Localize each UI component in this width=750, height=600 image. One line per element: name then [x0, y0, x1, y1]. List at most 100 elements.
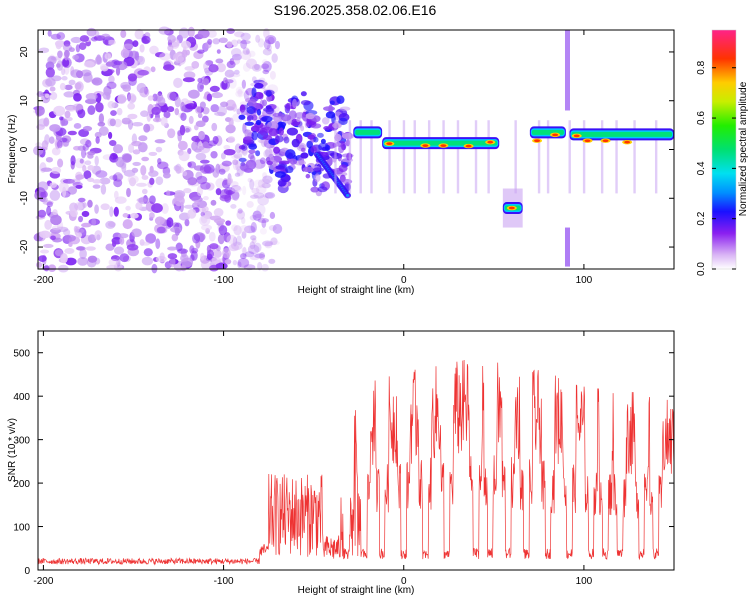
spectrogram-blob [147, 95, 154, 101]
spectrogram-blob [209, 85, 220, 93]
spectrogram-blob [318, 142, 329, 151]
spectrogram-blob [107, 39, 116, 45]
spectrogram-blob [73, 123, 82, 129]
spectrogram-blob [173, 77, 183, 89]
spectrogram-blob [255, 185, 267, 194]
x-tick-label: 0 [401, 576, 407, 587]
spectrogram-blob [98, 113, 105, 124]
spectrogram-blob [107, 101, 115, 109]
spectrogram-blob [231, 103, 238, 112]
spectrogram-xlabel: Height of straight line (km) [298, 285, 415, 296]
spectrogram-blob [184, 218, 190, 227]
spectrogram-blob [74, 82, 82, 90]
spectrogram-blob [94, 30, 100, 37]
spectrogram-blob [80, 69, 92, 77]
spectrogram-blob [207, 29, 217, 38]
spectrogram-blob [100, 65, 109, 72]
spectrogram-blob [53, 105, 66, 117]
snr-panel: -200 -100 0 100 0 100 200 300 400 500 Height of … [7, 330, 675, 596]
spectrogram-blob [39, 249, 50, 254]
spectrogram-blob [120, 48, 130, 59]
spectrogram-blob [242, 47, 250, 55]
spectrogram-blob [140, 241, 151, 246]
spectrogram-blob [160, 104, 169, 113]
x-tick-label: -100 [214, 576, 234, 587]
spectrogram-blob [141, 35, 151, 45]
spectrogram-blob [244, 121, 255, 126]
snr-x-ticks: -200 -100 0 100 [33, 331, 593, 587]
spectrogram-blob [227, 136, 236, 143]
spectrogram-blob [113, 178, 123, 188]
spectrogram-blob [47, 264, 57, 272]
spectrogram-blob [262, 172, 268, 179]
spectrogram-blob [121, 117, 131, 125]
spectrogram-blob [317, 186, 328, 193]
spectrogram-blob [242, 246, 247, 258]
spectrogram-blob [221, 160, 232, 167]
spectrogram-blob [97, 121, 106, 127]
spectrogram-blob [209, 264, 219, 272]
spectrogram-hotspot-core [465, 144, 472, 148]
spectrogram-blob [247, 98, 257, 109]
spectrogram-blob [244, 129, 253, 139]
spectrogram-blob [149, 177, 155, 186]
spectrogram-blob [149, 195, 156, 205]
spectrogram-streak [633, 120, 636, 194]
spectrogram-blob [65, 257, 77, 266]
spectrogram-blob [223, 77, 228, 84]
spectrogram-blob [56, 32, 66, 40]
spectrogram-blob [261, 218, 267, 229]
spectrogram-blob [99, 177, 111, 185]
spectrogram-blob [237, 88, 243, 97]
spectrogram-blob [209, 243, 219, 250]
spectrogram-blob [35, 142, 43, 147]
spectrogram-blob [128, 177, 137, 187]
spectrogram-blob [201, 224, 212, 231]
spectrogram-blob [47, 55, 57, 65]
spectrogram-blob [239, 163, 248, 171]
spectrogram-blob [226, 28, 235, 34]
spectrogram-blob [166, 106, 175, 113]
spectrogram-blob [216, 63, 226, 73]
spectrogram-blob [122, 84, 132, 92]
spectrogram-streak [600, 120, 604, 194]
spectrogram-hotspot-core [573, 134, 580, 138]
spectrogram-blob [259, 227, 267, 235]
spectrogram-blob [79, 248, 87, 260]
spectrogram-blob [122, 43, 134, 50]
spectrogram-blob [291, 138, 300, 148]
spectrogram-blob [145, 233, 157, 244]
spectrogram-blob [77, 145, 86, 151]
spectrogram-hotspot-core [534, 139, 541, 143]
spectrogram-blob [113, 206, 119, 217]
spectrogram-blob [219, 189, 231, 200]
spectrogram-blob [201, 115, 209, 123]
spectrogram-blob [45, 77, 56, 87]
spectrogram-blob [159, 52, 171, 61]
spectrogram-blob [202, 78, 210, 86]
spectrogram-streak [654, 120, 658, 194]
spectrogram-blob [70, 36, 82, 44]
spectrogram-blob [87, 177, 95, 183]
spectrogram-blob [231, 190, 240, 201]
spectrogram-blob [70, 178, 81, 185]
spectrogram-blob [113, 144, 124, 154]
spectrogram-blob [228, 73, 241, 78]
spectrogram-blob [64, 84, 73, 91]
spectrogram-blob [57, 158, 64, 168]
spectrogram-blob [141, 256, 154, 266]
spectrogram-blob [127, 102, 136, 110]
spectrogram-blob [87, 105, 96, 116]
spectrogram-blob [214, 218, 226, 224]
spectrogram-blob [157, 157, 162, 165]
spectrogram-blob [137, 142, 148, 153]
spectrogram-blob [112, 174, 118, 182]
spectrogram-blob [35, 261, 43, 268]
spectrogram-blob [200, 159, 210, 164]
spectrogram-blob [104, 53, 112, 60]
spectrogram-blob [246, 106, 256, 115]
spectrogram-blob [188, 115, 194, 125]
spectrogram-blob [230, 181, 239, 187]
spectrogram-blob [296, 117, 301, 123]
spectrogram-blob [181, 40, 192, 49]
